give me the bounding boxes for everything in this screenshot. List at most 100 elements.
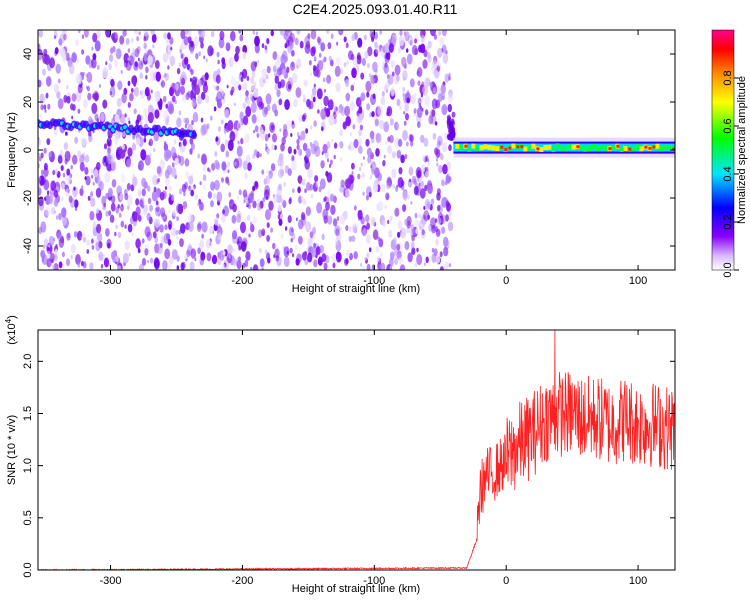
spectrogram-cell xyxy=(317,256,323,266)
spectrogram-cell xyxy=(261,267,264,270)
spectrogram-cell xyxy=(335,82,341,93)
spectrogram-cell xyxy=(427,214,430,220)
spectrogram-ridge-cell xyxy=(471,143,476,149)
spectrogram-cell xyxy=(434,69,440,80)
spectrogram-cell xyxy=(227,181,230,186)
spectrogram-cell xyxy=(410,126,413,131)
spectrogram-cell xyxy=(333,154,336,160)
spectrogram-cell xyxy=(334,65,341,77)
spectrogram-cell xyxy=(445,181,448,186)
spectrogram-cell xyxy=(245,199,249,206)
spectrogram-cell xyxy=(274,75,279,84)
spectrogram-cell xyxy=(296,138,300,145)
spectrogram-cell xyxy=(360,162,363,167)
spectrogram-cell xyxy=(141,238,145,244)
spectrogram-cell xyxy=(240,76,244,82)
spectrogram-cell xyxy=(330,193,335,202)
spectrogram-cell xyxy=(58,78,61,84)
spectrogram-cell xyxy=(140,149,147,161)
spectrogram-cell xyxy=(416,254,423,266)
spectrogram-cell xyxy=(109,90,113,96)
spectrogram-cell xyxy=(294,37,299,46)
spectrogram-cell xyxy=(242,160,248,171)
spectrogram-cell xyxy=(366,222,370,230)
spectrogram-cell xyxy=(68,195,73,203)
spectrogram-cell xyxy=(191,120,194,126)
spectrogram-cell xyxy=(394,207,400,217)
spectrogram-cell xyxy=(202,174,207,182)
spectrogram-cell xyxy=(198,79,203,88)
spectrogram-ridge-cell xyxy=(475,146,480,152)
spectrogram-cell xyxy=(227,139,234,152)
spectrogram-cell xyxy=(198,198,202,205)
spectrogram-cell xyxy=(390,60,395,69)
spectrogram-cell xyxy=(200,30,206,39)
spectrogram-cell xyxy=(40,169,45,176)
spectrogram-cell xyxy=(184,30,189,35)
spectrogram-cell xyxy=(339,129,343,137)
spectrogram-cell xyxy=(205,239,211,249)
spectrogram-cell xyxy=(209,242,212,247)
spectrogram-cell xyxy=(77,108,81,114)
spectrogram-cell xyxy=(351,67,357,79)
spectrogram-cell xyxy=(143,44,147,51)
spectrogram-cell xyxy=(175,229,179,236)
spectrogram-cell xyxy=(181,94,187,103)
spectrogram-cell xyxy=(48,235,55,247)
spectrogram-cell xyxy=(245,90,249,97)
spectrogram-cell xyxy=(152,231,157,239)
spectrogram-cell xyxy=(77,83,83,94)
spectrogram-cell xyxy=(336,41,339,46)
spectrogram-cell xyxy=(87,195,91,201)
spectrogram-cell xyxy=(145,66,149,74)
spectrogram-cell xyxy=(38,186,42,196)
spectrogram-cell xyxy=(383,121,390,133)
spectrogram-cell xyxy=(81,138,86,147)
snr-plot-area xyxy=(38,330,675,570)
spectrogram-cell xyxy=(48,195,53,205)
spectrogram-cell xyxy=(381,183,386,193)
spectrogram-cell xyxy=(402,92,405,97)
spectrogram-cell xyxy=(244,133,250,144)
spectrogram-cell xyxy=(278,153,284,162)
spectrogram-cell xyxy=(259,76,265,88)
spectrogram-cell xyxy=(234,161,237,166)
spectrogram-cell xyxy=(221,57,226,65)
spectrogram-cell xyxy=(409,178,411,183)
spectrogram-cell xyxy=(167,44,173,54)
spectrogram-cell xyxy=(43,48,48,57)
spectrogram-cell xyxy=(307,237,313,248)
spectrogram-ridge-cell xyxy=(516,145,520,149)
spectrogram-cell xyxy=(159,242,163,249)
spectrogram-cell xyxy=(351,223,358,234)
spectrogram-cell xyxy=(138,31,141,36)
spectrogram-cell xyxy=(265,175,271,185)
spectrogram-cell xyxy=(297,175,303,184)
spectrogram-cell xyxy=(213,106,217,112)
spectrogram-cell xyxy=(383,64,389,74)
spectrogram-cell xyxy=(298,148,303,156)
spectrogram-cell xyxy=(447,92,454,104)
spectrogram-cell xyxy=(176,117,182,128)
spectrogram-cell xyxy=(377,236,381,242)
spectrogram-cell xyxy=(407,194,410,200)
spectrogram-cell xyxy=(197,95,203,105)
spectrogram-cell xyxy=(351,162,355,170)
spectrogram-cell xyxy=(313,242,317,249)
spectrogram-cell xyxy=(81,34,85,39)
spectrogram-cell xyxy=(125,37,130,46)
spectrogram-cell xyxy=(402,86,406,93)
spectrogram-cell xyxy=(114,32,118,39)
spectrogram-cell xyxy=(414,38,417,44)
spectrogram-cell xyxy=(392,183,396,190)
spectrogram-cell xyxy=(264,249,268,255)
spectrogram-cell xyxy=(77,262,81,268)
spectrogram-cell xyxy=(227,244,233,255)
spectrogram-cell xyxy=(144,154,151,166)
spectrogram-cell xyxy=(329,163,332,168)
spectrogram-cell xyxy=(109,54,114,62)
spectrogram-ridge-cell xyxy=(659,146,664,152)
spectrogram-cell xyxy=(54,168,59,175)
spectrogram-cell xyxy=(191,97,197,108)
